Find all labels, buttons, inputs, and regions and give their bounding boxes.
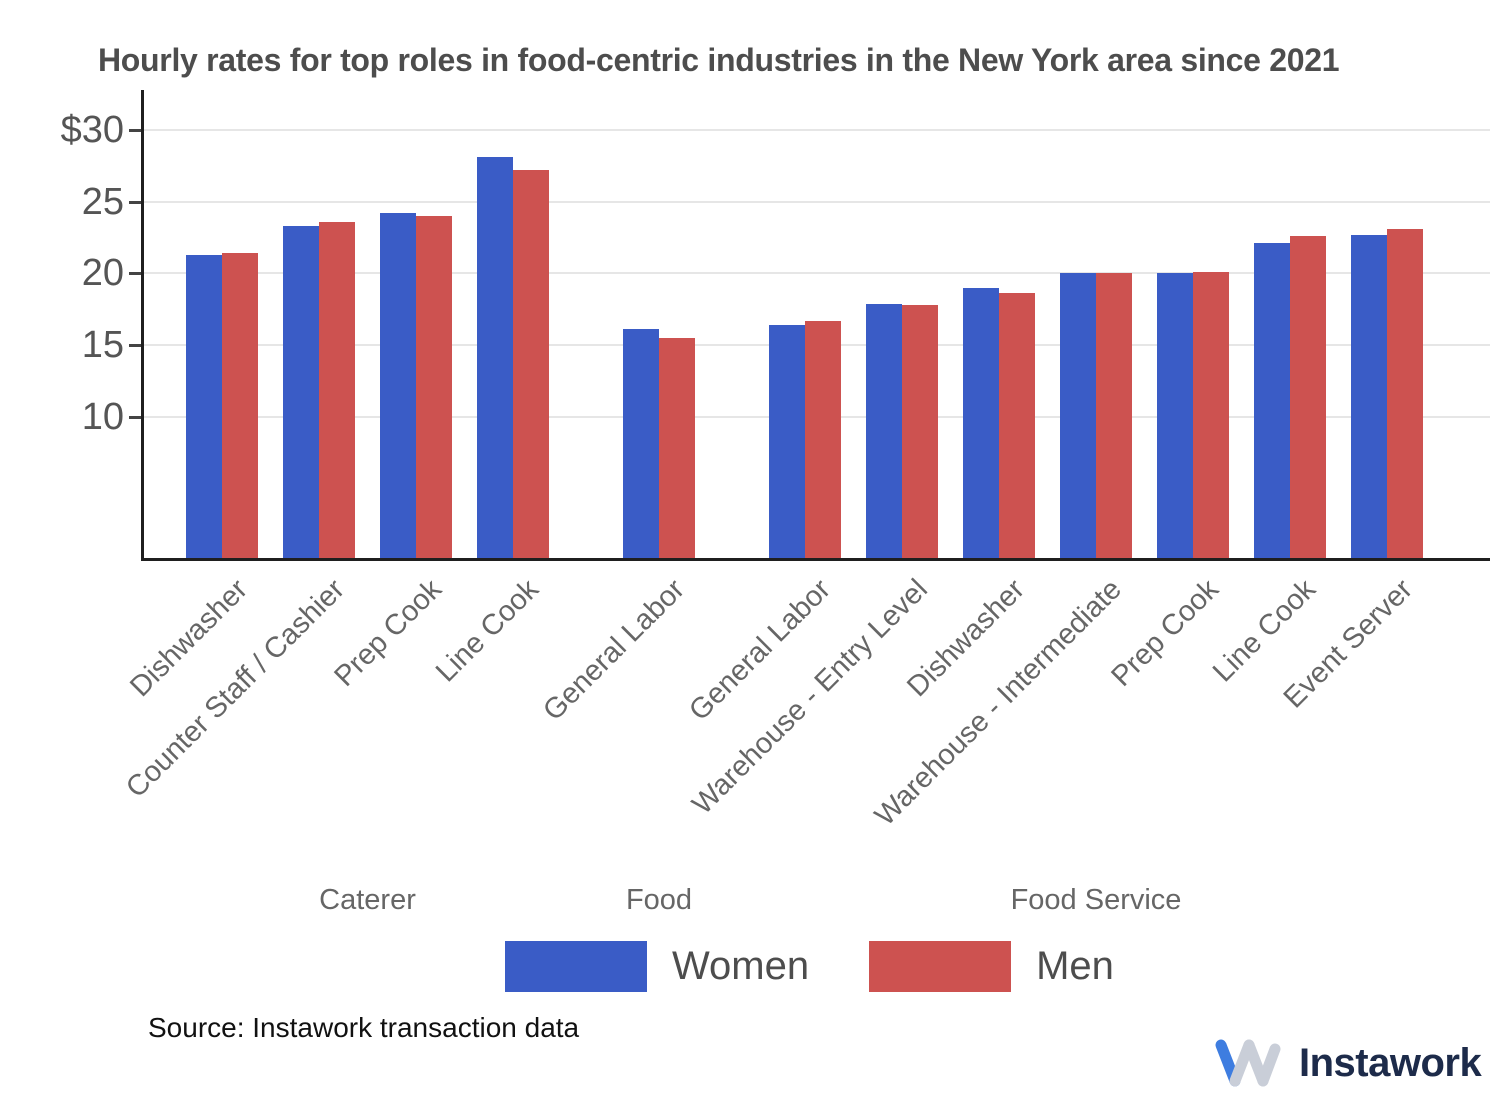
gridline-20	[143, 272, 1490, 275]
instawork-w-mark-icon	[1215, 1039, 1281, 1087]
y-tick-mark-20	[129, 272, 143, 276]
y-axis-line	[141, 90, 144, 560]
gridline-25	[143, 200, 1490, 203]
source-note: Source: Instawork transaction data	[148, 1012, 580, 1043]
bar-women-6	[769, 325, 805, 560]
bar-men-7	[902, 304, 938, 560]
y-tick-label-30: $30	[60, 109, 124, 152]
bar-women-11	[1254, 243, 1290, 560]
legend-label-women: Women	[672, 944, 810, 988]
y-tick-label-15: 15	[81, 324, 124, 367]
y-tick-label-25: 25	[81, 180, 124, 223]
bar-men-6	[805, 320, 841, 560]
industry-label-food: Food	[625, 884, 693, 916]
bar-women-9	[1060, 273, 1096, 560]
plot-area	[143, 90, 1490, 560]
bar-women-1	[186, 254, 222, 560]
legend: Women Men	[505, 941, 1114, 992]
bar-men-1	[222, 253, 258, 560]
y-tick-label-10: 10	[81, 395, 124, 438]
instawork-logo-text: Instawork	[1299, 1040, 1482, 1085]
x-axis-line	[141, 558, 1490, 561]
gridline-30	[143, 129, 1490, 132]
bar-men-3	[416, 216, 452, 560]
bar-women-12	[1351, 234, 1387, 560]
bar-women-4	[477, 157, 513, 560]
industry-label-caterer: Caterer	[319, 884, 416, 916]
y-tick-mark-15	[129, 344, 143, 348]
bar-women-3	[380, 213, 416, 560]
bar-women-8	[963, 287, 999, 560]
legend-swatch-women	[505, 941, 647, 992]
bar-men-2	[319, 221, 355, 560]
bar-men-10	[1193, 271, 1229, 560]
bar-women-7	[866, 303, 902, 560]
bar-women-5	[623, 329, 659, 560]
industry-label-food-service: Food Service	[1010, 884, 1182, 916]
bar-women-2	[283, 226, 319, 560]
legend-swatch-men	[869, 941, 1012, 992]
instawork-logo: Instawork	[1213, 1036, 1482, 1090]
bar-women-10	[1157, 273, 1193, 560]
y-tick-mark-10	[129, 415, 143, 419]
bar-men-4	[513, 170, 549, 560]
chart-title: Hourly rates for top roles in food-centr…	[98, 42, 1340, 78]
y-tick-mark-30	[129, 129, 143, 133]
legend-label-men: Men	[1036, 944, 1114, 988]
bar-men-11	[1290, 236, 1326, 560]
bar-men-9	[1096, 273, 1132, 560]
bar-men-8	[999, 293, 1035, 560]
x-tick-label-5: General Labor	[537, 573, 691, 728]
y-tick-label-20: 20	[81, 252, 124, 295]
y-tick-mark-25	[129, 200, 143, 204]
bar-men-5	[659, 337, 695, 560]
bar-men-12	[1387, 229, 1423, 560]
